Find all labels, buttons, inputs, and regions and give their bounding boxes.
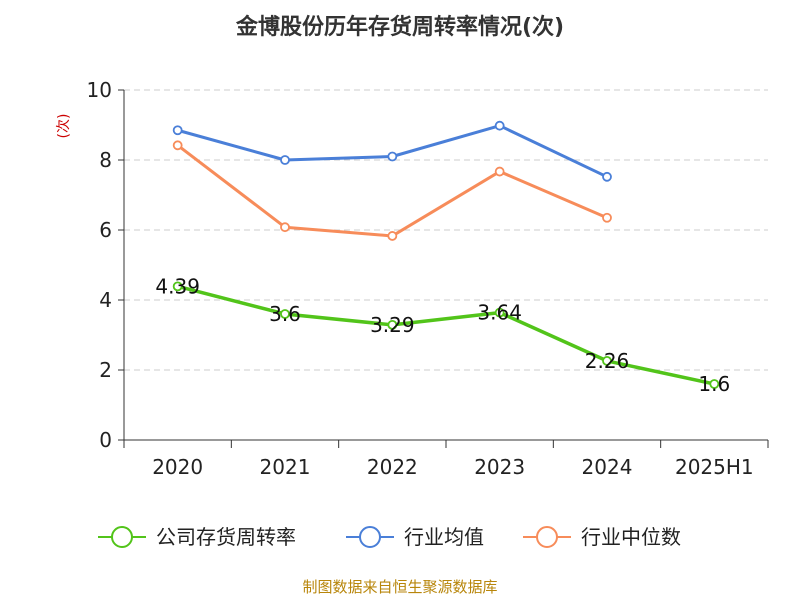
y-tick-label: 4: [99, 288, 112, 312]
axes: 0 2 4 6 8 10 2020 2021 2022 2023 2024 2025H1: [87, 78, 769, 479]
legend-label: 公司存货周转率: [156, 525, 296, 549]
data-point: [602, 212, 612, 223]
x-tick-label: 2024: [582, 455, 633, 479]
series-line: [177, 284, 715, 386]
series-group: [172, 120, 720, 389]
data-point: [387, 231, 398, 241]
source-note: 制图数据来自恒生聚源数据库: [302, 578, 497, 596]
x-tick-label: 2021: [260, 455, 311, 479]
data-label: 4.39: [155, 274, 200, 298]
data-point: [172, 125, 183, 136]
legend-swatch-marker: [111, 526, 133, 548]
data-point: [494, 120, 505, 131]
data-point: [280, 309, 290, 319]
data-point: [280, 155, 290, 165]
y-tick-label: 0: [99, 428, 112, 452]
data-point: [172, 140, 183, 151]
legend-label: 行业均值: [404, 525, 484, 549]
data-point: [387, 319, 398, 330]
legend: 公司存货周转率 行业均值 行业中位数: [98, 525, 681, 549]
data-point: [494, 166, 505, 177]
data-point: [280, 222, 290, 233]
x-tick-label: 2023: [474, 455, 525, 479]
data-point: [172, 281, 183, 292]
data-label: 3.6: [269, 302, 301, 326]
x-tick-label: 2025H1: [675, 455, 754, 479]
chart-title: 金博股份历年存货周转率情况(次): [235, 14, 564, 40]
legend-swatch-marker: [536, 526, 558, 548]
y-tick-label: 10: [87, 78, 112, 102]
data-point: [602, 171, 612, 182]
y-tick-label: 6: [99, 218, 112, 242]
x-tick-label: 2022: [367, 455, 418, 479]
data-point: [602, 355, 612, 366]
legend-swatch-marker: [359, 526, 381, 548]
legend-label: 行业中位数: [581, 525, 681, 549]
data-point: [709, 379, 720, 389]
data-point: [494, 307, 505, 318]
y-tick-label: 8: [99, 148, 112, 172]
y-axis-label: (次): [56, 114, 72, 139]
data-labels: 4.39 3.6 3.29 3.64 2.26 1.6: [155, 274, 730, 396]
y-tick-label: 2: [99, 358, 112, 382]
data-label: 3.64: [477, 301, 522, 325]
data-point: [387, 151, 398, 162]
data-label: 2.26: [585, 349, 630, 373]
data-label: 1.6: [698, 372, 730, 396]
gridlines: [124, 89, 768, 371]
x-tick-label: 2020: [152, 455, 203, 479]
data-label: 3.29: [370, 313, 415, 337]
series-line: [177, 124, 608, 179]
